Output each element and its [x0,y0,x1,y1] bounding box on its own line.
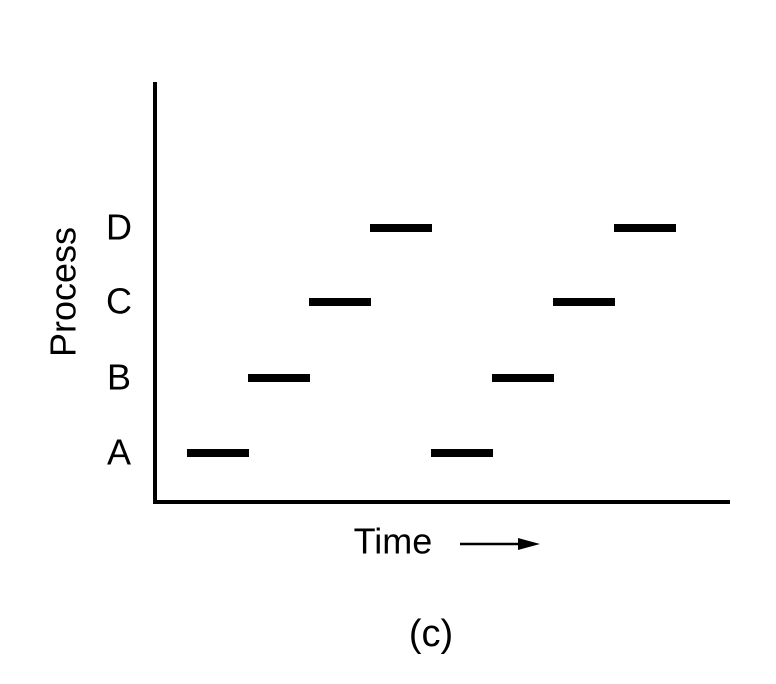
x-axis-title: Time [354,521,433,562]
process-label-a: A [107,432,131,473]
process-label-b: B [107,357,131,398]
time-segments [187,224,676,457]
y-axis-title: Process [43,227,84,357]
process-label-c: C [106,281,132,322]
process-label-d: D [106,207,132,248]
figure-caption: (c) [409,613,453,655]
time-arrow-icon [460,538,540,550]
